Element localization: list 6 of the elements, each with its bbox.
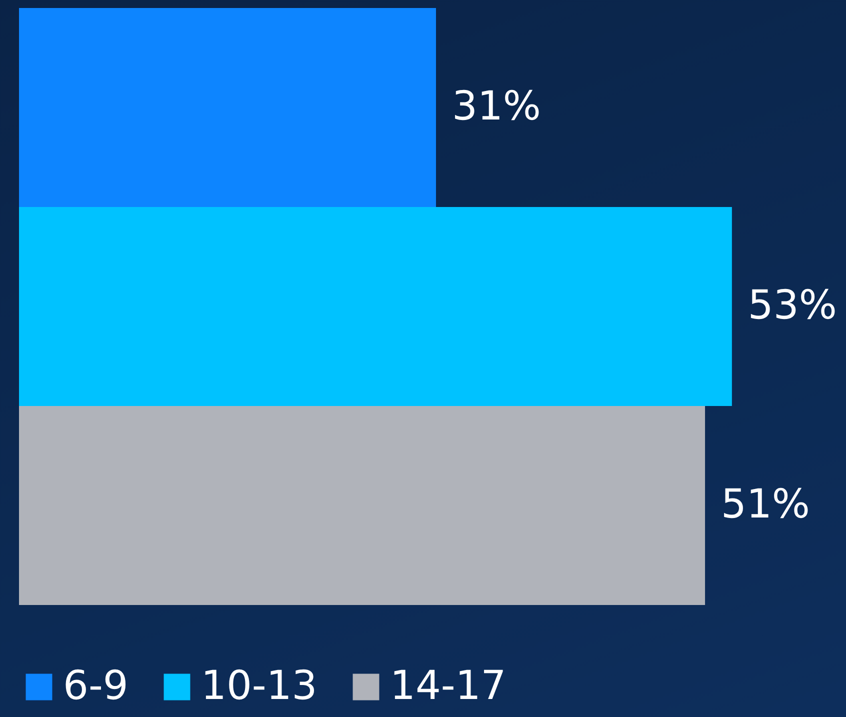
legend-label: 10-13 (201, 663, 318, 709)
legend-label: 14-17 (390, 663, 506, 709)
legend-label: 6-9 (63, 663, 128, 709)
data-label: 53% (748, 282, 837, 328)
data-label: 31% (452, 84, 541, 130)
data-label: 51% (721, 482, 810, 528)
